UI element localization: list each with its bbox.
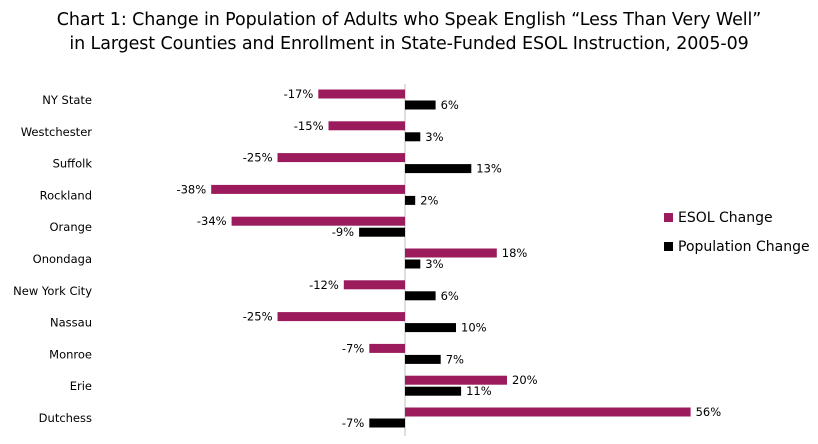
- legend-entry: ESOL Change: [678, 210, 773, 226]
- population-change-bar: [405, 100, 436, 110]
- esol-change-bar: [277, 312, 405, 322]
- data-label: -25%: [243, 151, 273, 165]
- category-label: Suffolk: [53, 157, 93, 171]
- category-label: Rockland: [40, 188, 92, 202]
- data-label: 3%: [425, 257, 443, 271]
- data-label: 13%: [476, 162, 502, 176]
- population-change-bar: [405, 323, 456, 333]
- population-change-bar: [405, 164, 472, 174]
- data-label: -7%: [342, 416, 364, 430]
- esol-change-bar: [405, 407, 691, 417]
- data-label: -34%: [197, 214, 227, 228]
- chart-title: Chart 1: Change in Population of Adults …: [0, 8, 818, 56]
- data-label: -12%: [309, 278, 339, 292]
- data-label: 7%: [446, 352, 464, 366]
- population-change-bar: [405, 291, 436, 301]
- esol-change-bar: [318, 89, 405, 99]
- legend-swatch-esol: [664, 213, 673, 222]
- esol-change-bar: [369, 343, 405, 353]
- data-label: 56%: [696, 405, 722, 419]
- data-label: 2%: [420, 193, 438, 207]
- data-label: 18%: [502, 246, 528, 260]
- esol-change-bar: [405, 375, 507, 385]
- population-change-bar: [405, 132, 421, 142]
- category-label: Dutchess: [39, 411, 92, 425]
- category-label: Orange: [50, 220, 93, 234]
- esol-change-bar: [343, 280, 405, 290]
- data-label: -9%: [332, 225, 354, 239]
- category-label: NY State: [42, 93, 92, 107]
- population-change-bar: [359, 227, 405, 237]
- data-label: -25%: [243, 310, 273, 324]
- data-label: -17%: [284, 87, 314, 101]
- data-label: 6%: [441, 289, 459, 303]
- chart-title-line-1: Chart 1: Change in Population of Adults …: [56, 10, 762, 30]
- esol-change-bar: [405, 248, 497, 258]
- legend-swatch-population: [664, 242, 673, 251]
- chart-title-line-2: in Largest Counties and Enrollment in St…: [69, 34, 749, 54]
- category-label: Westchester: [21, 125, 93, 139]
- population-change-bar: [369, 418, 405, 428]
- data-label: -38%: [176, 182, 206, 196]
- category-label: New York City: [13, 284, 92, 298]
- data-label: 6%: [441, 98, 459, 112]
- category-label: Nassau: [50, 316, 92, 330]
- population-change-bar: [405, 195, 416, 205]
- esol-change-bar: [211, 184, 405, 194]
- esol-change-bar: [231, 216, 405, 226]
- category-label: Onondaga: [33, 252, 92, 266]
- population-change-bar: [405, 386, 462, 396]
- population-change-bar: [405, 354, 441, 364]
- population-change-bar: [405, 259, 421, 269]
- esol-change-bar: [277, 153, 405, 163]
- data-label: 11%: [466, 384, 492, 398]
- data-label: -15%: [294, 119, 324, 133]
- data-label: 3%: [425, 130, 443, 144]
- category-label: Erie: [70, 379, 92, 393]
- category-label: Monroe: [49, 347, 92, 361]
- esol-change-bar: [328, 121, 405, 131]
- data-label: -7%: [342, 341, 364, 355]
- data-label: 10%: [461, 321, 487, 335]
- legend-entry: Population Change: [678, 239, 810, 255]
- data-label: 20%: [512, 373, 538, 387]
